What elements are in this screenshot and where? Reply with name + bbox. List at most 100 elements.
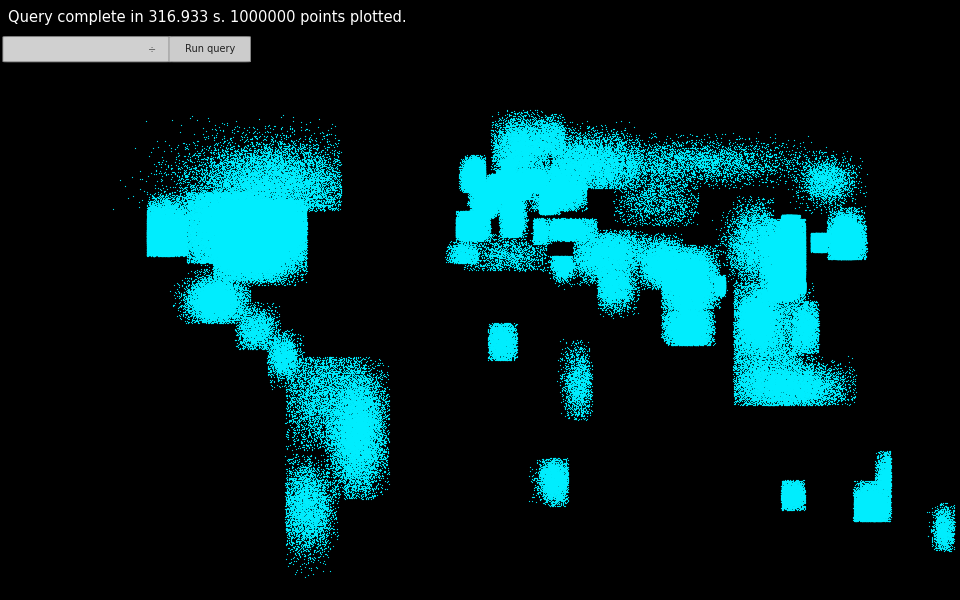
Point — [442, 247, 457, 257]
Point — [242, 181, 257, 191]
Point — [165, 223, 180, 233]
Point — [457, 231, 472, 241]
Point — [262, 217, 277, 226]
Point — [271, 197, 286, 207]
Point — [769, 250, 784, 260]
Point — [276, 242, 292, 252]
Point — [151, 214, 166, 223]
Point — [492, 182, 508, 192]
Point — [488, 183, 503, 193]
Point — [248, 224, 263, 233]
Point — [494, 193, 510, 203]
Point — [305, 468, 321, 478]
Point — [318, 197, 333, 207]
Point — [470, 157, 486, 166]
Point — [810, 239, 826, 248]
Point — [601, 253, 616, 263]
Point — [254, 208, 270, 218]
Point — [225, 205, 240, 215]
Point — [250, 254, 265, 264]
Point — [612, 262, 628, 271]
Point — [497, 226, 513, 235]
Point — [493, 173, 509, 182]
Point — [471, 164, 487, 174]
Point — [467, 236, 482, 245]
Point — [793, 278, 808, 288]
Point — [795, 278, 810, 288]
Point — [796, 387, 811, 397]
Point — [232, 256, 248, 265]
Point — [218, 254, 233, 264]
Point — [145, 233, 160, 242]
Point — [575, 396, 590, 406]
Point — [673, 156, 688, 166]
Point — [680, 289, 695, 298]
Point — [504, 182, 519, 191]
Point — [455, 250, 470, 260]
Point — [155, 226, 170, 235]
Point — [497, 142, 513, 152]
Point — [466, 210, 481, 220]
Point — [778, 226, 793, 235]
Point — [756, 320, 771, 330]
Point — [499, 196, 515, 206]
Point — [565, 148, 581, 157]
Point — [796, 280, 811, 290]
Point — [791, 260, 806, 269]
Point — [626, 148, 641, 157]
Point — [276, 236, 291, 246]
Point — [164, 203, 180, 212]
Point — [784, 279, 800, 289]
Point — [319, 184, 334, 194]
Point — [816, 238, 831, 248]
Point — [830, 168, 846, 178]
Point — [933, 531, 948, 541]
Point — [849, 238, 864, 248]
Point — [278, 245, 294, 254]
Point — [485, 196, 500, 205]
Point — [807, 371, 823, 380]
Point — [692, 295, 708, 305]
Point — [683, 175, 698, 185]
Point — [796, 284, 811, 293]
Point — [550, 127, 565, 137]
Point — [672, 286, 687, 296]
Point — [798, 383, 813, 392]
Point — [839, 232, 854, 241]
Point — [496, 169, 512, 178]
Point — [852, 499, 868, 508]
Point — [780, 217, 795, 226]
Point — [345, 424, 360, 433]
Point — [165, 234, 180, 244]
Point — [838, 224, 853, 233]
Point — [649, 253, 664, 262]
Point — [514, 215, 529, 225]
Point — [222, 281, 237, 291]
Point — [513, 181, 528, 191]
Point — [471, 191, 487, 200]
Point — [779, 286, 794, 295]
Point — [526, 181, 541, 190]
Point — [791, 254, 806, 263]
Point — [683, 311, 698, 321]
Point — [218, 195, 233, 205]
Point — [525, 175, 540, 185]
Point — [818, 241, 833, 250]
Point — [258, 148, 274, 158]
Point — [785, 310, 801, 320]
Point — [518, 178, 534, 187]
Point — [171, 230, 186, 240]
Point — [482, 331, 497, 341]
Point — [466, 183, 481, 193]
Point — [476, 196, 492, 206]
Point — [501, 163, 516, 172]
Point — [747, 302, 762, 311]
Point — [682, 255, 697, 265]
Point — [777, 291, 792, 301]
Point — [177, 224, 192, 233]
Point — [775, 215, 790, 225]
Point — [524, 141, 540, 151]
Point — [486, 175, 501, 185]
Point — [666, 263, 682, 273]
Point — [779, 237, 794, 247]
